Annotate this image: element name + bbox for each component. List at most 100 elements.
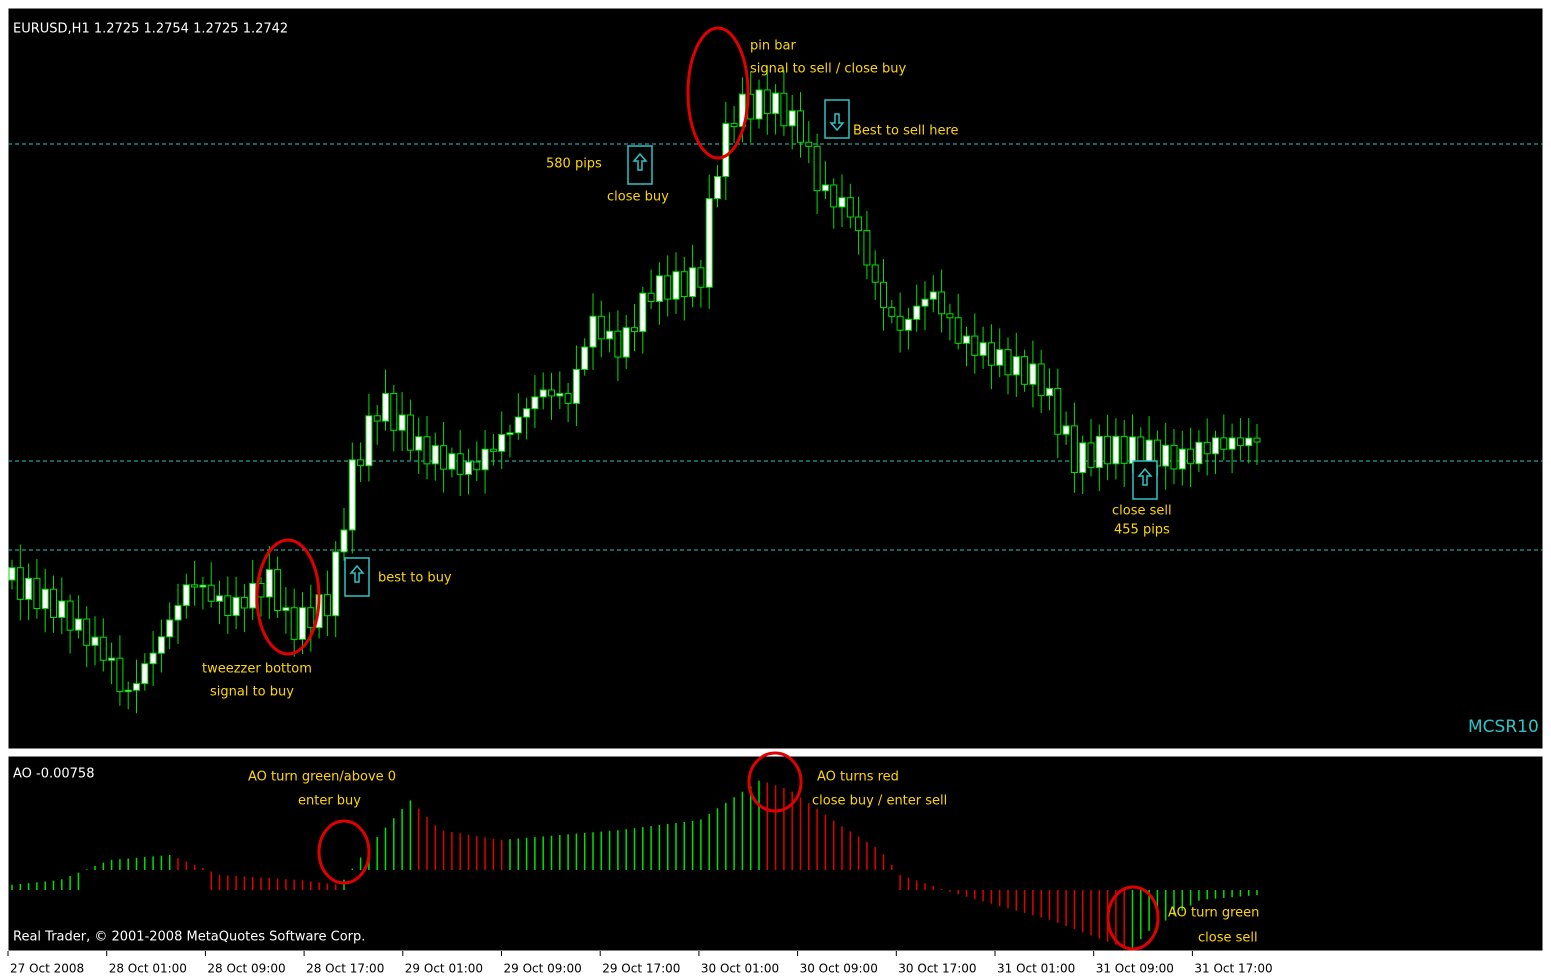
candle-body [1112, 435, 1120, 465]
candle-body [33, 577, 41, 610]
candle-body [929, 291, 937, 300]
candle-body [987, 342, 995, 366]
candle-body [216, 595, 223, 602]
time-label: 28 Oct 01:00 [109, 962, 187, 976]
up-arrow [632, 152, 648, 171]
candle-body [647, 292, 655, 303]
candle-body [797, 110, 804, 143]
annotation: enter buy [298, 794, 361, 809]
candle-body [332, 551, 340, 617]
candle-body [896, 315, 904, 331]
candle-body [888, 307, 896, 317]
candle-body [1178, 448, 1186, 470]
candle-body [1029, 363, 1037, 385]
circles [255, 26, 1160, 951]
levels [8, 143, 1543, 551]
candle-body [182, 584, 190, 607]
annotation: 580 pips [546, 157, 602, 172]
annotation: AO turns red [817, 770, 899, 785]
down-arrow [829, 113, 845, 132]
candle-body [1079, 442, 1087, 474]
candle-body [423, 436, 431, 465]
candle-body [199, 584, 207, 588]
candle-body [838, 197, 846, 208]
candle-body [631, 327, 638, 333]
candle-body [871, 264, 879, 283]
candle-body [548, 389, 555, 397]
candle-body [50, 588, 57, 618]
candle-body [714, 175, 721, 200]
candle-body [149, 652, 157, 665]
up-arrow [1137, 467, 1153, 486]
candle-body [1187, 448, 1195, 465]
candle-body [855, 216, 863, 232]
candle-body [821, 184, 829, 192]
candle-body [299, 607, 306, 640]
candle-body [622, 327, 630, 358]
candle-body [531, 396, 539, 410]
candle-body [382, 393, 389, 422]
candle-body [813, 145, 821, 192]
candle-body [963, 335, 970, 344]
candle-body [25, 577, 33, 600]
time-label: 30 Oct 17:00 [898, 962, 976, 976]
candle-body [1012, 356, 1020, 376]
candle-body [1120, 435, 1128, 464]
annotation: tweezzer bottom [202, 662, 312, 677]
candle-body [224, 595, 232, 617]
candle-body [996, 349, 1004, 366]
candle-body [880, 281, 887, 309]
candle-body [564, 393, 572, 404]
candle-body [473, 461, 481, 471]
candle-body [440, 445, 448, 470]
candle-body [481, 448, 489, 471]
time-label: 27 Oct 2008 [10, 962, 84, 976]
candle-body [655, 275, 663, 303]
time-label: 30 Oct 01:00 [701, 962, 779, 976]
candle-body [539, 389, 547, 398]
candle-body [805, 141, 813, 147]
candle-body [722, 123, 730, 177]
candle-body [664, 275, 672, 300]
time-label: 31 Oct 09:00 [1096, 962, 1174, 976]
candle-body [1195, 441, 1203, 465]
candle-body [116, 657, 124, 693]
annotation: Best to sell here [853, 124, 959, 139]
annotation: 455 pips [1114, 523, 1170, 538]
annotation: pin bar [750, 39, 796, 54]
candle-body [514, 416, 522, 434]
circle [747, 751, 803, 813]
time-label: 30 Oct 09:00 [800, 962, 878, 976]
annotation: signal to buy [210, 685, 294, 700]
arrow-box [824, 99, 850, 139]
candle-body [74, 618, 82, 631]
candle-body [780, 92, 788, 127]
candle-body [240, 596, 248, 609]
candle-body [614, 330, 622, 358]
candle-body [1236, 437, 1244, 447]
candle-body [58, 600, 66, 618]
time-label: 28 Oct 09:00 [207, 962, 285, 976]
candle-body [448, 453, 456, 470]
time-axis: 27 Oct 2008 28 Oct 01:00 28 Oct 09:00 28 Oc… [7, 951, 1273, 976]
candle-body [1129, 436, 1136, 464]
candle-body [572, 368, 580, 404]
candle-body [581, 346, 589, 370]
candle-body [498, 433, 506, 452]
candle-body [946, 313, 954, 319]
candle-body [1228, 437, 1236, 450]
candle-body [1087, 442, 1095, 469]
candle-body [1095, 435, 1103, 469]
candle-body [913, 305, 921, 320]
arrows [344, 99, 1158, 597]
candle-body [157, 636, 165, 654]
annotation: close buy / enter sell [812, 794, 947, 809]
circle [255, 538, 321, 656]
candle-body [398, 414, 406, 431]
candle-body [465, 461, 472, 475]
candle-body [971, 335, 979, 356]
candle-body [705, 198, 713, 288]
candle-body [406, 414, 414, 451]
candle-body [1137, 436, 1145, 464]
candle-body [108, 657, 116, 661]
